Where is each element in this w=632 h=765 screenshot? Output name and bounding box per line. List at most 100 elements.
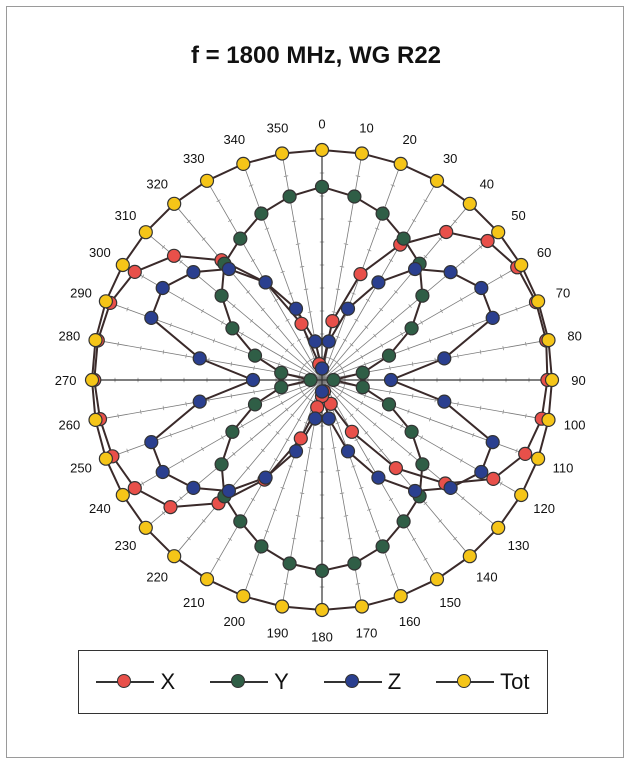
- point-y-280: [274, 365, 289, 380]
- spoke-tick: [364, 393, 367, 398]
- spoke-tick: [365, 458, 371, 462]
- spoke-tick: [299, 266, 305, 268]
- point-z-210: [258, 470, 273, 485]
- point-z-190: [308, 411, 323, 426]
- spoke-tick: [472, 322, 475, 328]
- spoke-tick: [249, 184, 254, 187]
- angle-label-80: 80: [567, 329, 581, 344]
- spoke-tick: [275, 325, 280, 329]
- spoke-tick: [253, 365, 255, 371]
- spoke-tick: [179, 259, 183, 264]
- point-z-240: [155, 464, 170, 480]
- angle-label-70: 70: [556, 285, 570, 300]
- point-y-330: [233, 231, 248, 246]
- spoke-tick: [335, 422, 340, 425]
- spoke-tick: [453, 536, 457, 541]
- angle-label-260: 260: [59, 418, 81, 433]
- point-y-240: [225, 424, 240, 439]
- spoke-tick: [260, 307, 265, 312]
- spoke-tick: [367, 508, 372, 511]
- point-z-180: [314, 384, 330, 399]
- point-y-290: [247, 348, 263, 363]
- angle-label-330: 330: [183, 151, 205, 166]
- spoke-tick: [260, 448, 265, 453]
- point-y-90: [326, 372, 341, 388]
- spoke-tick: [351, 465, 356, 468]
- angle-label-100: 100: [564, 418, 586, 433]
- spoke-tick: [283, 583, 289, 585]
- spoke-tick: [141, 274, 145, 279]
- spoke-tick: [373, 333, 377, 338]
- spoke-tick: [388, 498, 394, 501]
- spoke-tick: [283, 175, 289, 177]
- spoke-tick: [334, 360, 339, 365]
- spoke-tick: [277, 393, 280, 398]
- point-tot-40: [462, 196, 477, 211]
- point-tot-0: [314, 142, 330, 158]
- spoke-tick: [249, 437, 254, 442]
- spoke-tick: [303, 469, 309, 472]
- spoke-tick: [181, 458, 184, 463]
- spoke-tick: [355, 175, 361, 177]
- spoke-tick: [230, 393, 233, 399]
- point-y-10: [347, 189, 362, 204]
- spoke-tick: [408, 304, 412, 308]
- spoke-tick: [423, 199, 428, 203]
- spoke-tick: [179, 496, 183, 501]
- spoke-tick: [364, 431, 369, 435]
- spoke-tick: [390, 318, 395, 323]
- point-z-230: [186, 480, 201, 495]
- spoke-tick: [502, 345, 504, 351]
- angle-label-270: 270: [55, 373, 77, 388]
- point-x-110: [518, 446, 533, 461]
- point-y-150: [396, 514, 411, 529]
- spoke-tick: [280, 270, 285, 274]
- angle-label-320: 320: [146, 177, 168, 192]
- spoke-tick: [428, 417, 432, 422]
- point-y-60: [404, 321, 419, 336]
- point-y-170: [347, 556, 362, 571]
- point-y-260: [274, 380, 289, 395]
- point-tot-10: [354, 146, 369, 161]
- spoke-tick: [216, 199, 221, 203]
- angle-label-230: 230: [115, 538, 137, 553]
- spoke-tick: [280, 354, 284, 360]
- spoke-tick: [515, 448, 518, 453]
- point-x-230: [163, 500, 178, 515]
- point-z-300: [155, 280, 170, 296]
- spoke-tick: [342, 385, 345, 391]
- spoke-tick: [472, 432, 475, 438]
- angle-label-90: 90: [571, 373, 585, 388]
- spoke-tick: [260, 412, 264, 417]
- point-y-180: [314, 563, 330, 579]
- point-z-40: [408, 261, 423, 277]
- legend-item-x: X: [96, 669, 175, 695]
- angle-label-120: 120: [533, 501, 555, 516]
- spoke-tick: [216, 557, 221, 561]
- point-tot-140: [462, 549, 477, 564]
- spoke-tick: [354, 318, 359, 322]
- spoke-tick: [343, 515, 349, 517]
- spoke-tick: [285, 348, 289, 353]
- point-z-320: [221, 261, 236, 277]
- angle-label-250: 250: [70, 461, 92, 476]
- spoke-tick: [450, 425, 453, 430]
- spoke-tick: [354, 438, 359, 442]
- point-tot-240: [115, 487, 130, 503]
- spoke-tick: [420, 435, 423, 440]
- point-z-330: [258, 275, 273, 290]
- point-z-150: [371, 470, 386, 485]
- spoke-tick: [227, 219, 233, 223]
- spoke-tick: [240, 331, 244, 337]
- point-z-290: [144, 310, 159, 325]
- spoke-tick: [227, 537, 233, 541]
- legend-item-y: Y: [210, 669, 289, 695]
- spoke-tick: [347, 220, 353, 223]
- spoke-tick: [337, 363, 342, 368]
- spoke-tick: [267, 333, 271, 338]
- point-z-50: [443, 265, 458, 280]
- point-z-80: [437, 351, 452, 366]
- angle-label-160: 160: [399, 614, 421, 629]
- spoke-tick: [374, 530, 380, 533]
